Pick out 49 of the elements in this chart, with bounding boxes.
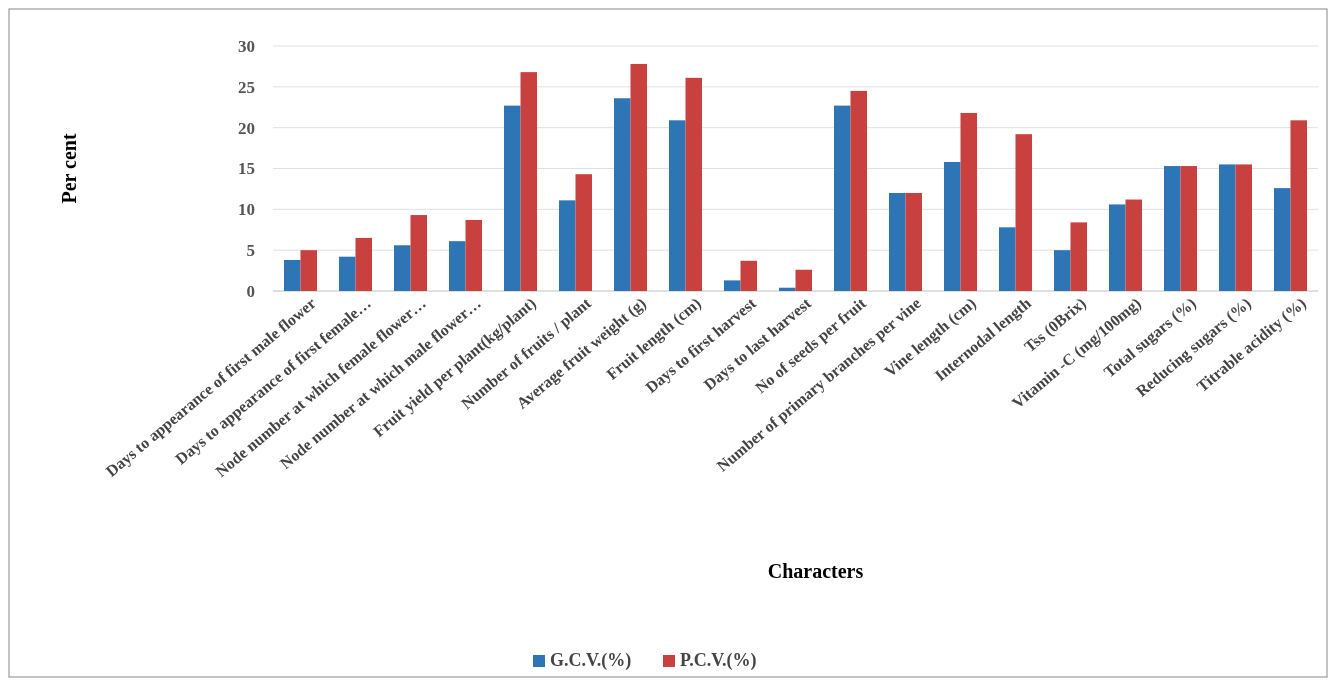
bar (1164, 166, 1181, 291)
bar (905, 193, 922, 291)
bar (1180, 166, 1197, 291)
legend-label: P.C.V.(%) (680, 650, 757, 671)
bar (1290, 120, 1307, 291)
bar (465, 219, 482, 291)
bar (1054, 250, 1071, 291)
y-tick-label: 25 (238, 77, 255, 97)
bar (1109, 204, 1126, 291)
bar (779, 287, 796, 291)
bar (559, 200, 576, 291)
bar (300, 250, 317, 291)
bar (834, 105, 851, 291)
x-axis-title: Characters (767, 560, 864, 582)
bar (724, 280, 741, 291)
bar (1274, 188, 1291, 291)
bar (355, 237, 372, 291)
bar (1125, 199, 1142, 291)
y-tick-label: 5 (246, 241, 255, 261)
bar (630, 63, 647, 291)
bar (520, 72, 537, 291)
y-tick-label: 0 (246, 281, 255, 301)
bar (284, 259, 301, 291)
bar (1015, 134, 1032, 291)
y-tick-label: 15 (238, 159, 255, 179)
bar (740, 260, 757, 291)
bar (795, 269, 812, 291)
bar (850, 90, 867, 291)
bar (614, 98, 631, 291)
bar (1235, 164, 1252, 291)
bar (1070, 222, 1087, 291)
bar (1219, 164, 1236, 291)
bar (944, 161, 961, 291)
bar (394, 245, 411, 291)
y-axis-title: Per cent (58, 133, 80, 204)
bar (504, 105, 521, 291)
bar (449, 241, 466, 291)
bar (999, 227, 1016, 291)
bar (410, 215, 427, 291)
bar (960, 112, 977, 291)
bar (685, 77, 702, 291)
bar (889, 193, 906, 291)
y-tick-label: 20 (238, 118, 255, 138)
bar (575, 174, 592, 291)
bar (669, 120, 686, 291)
y-tick-label: 30 (238, 36, 255, 56)
bar (339, 256, 356, 291)
legend-label: G.C.V.(%) (550, 650, 632, 671)
y-tick-label: 10 (238, 200, 255, 220)
